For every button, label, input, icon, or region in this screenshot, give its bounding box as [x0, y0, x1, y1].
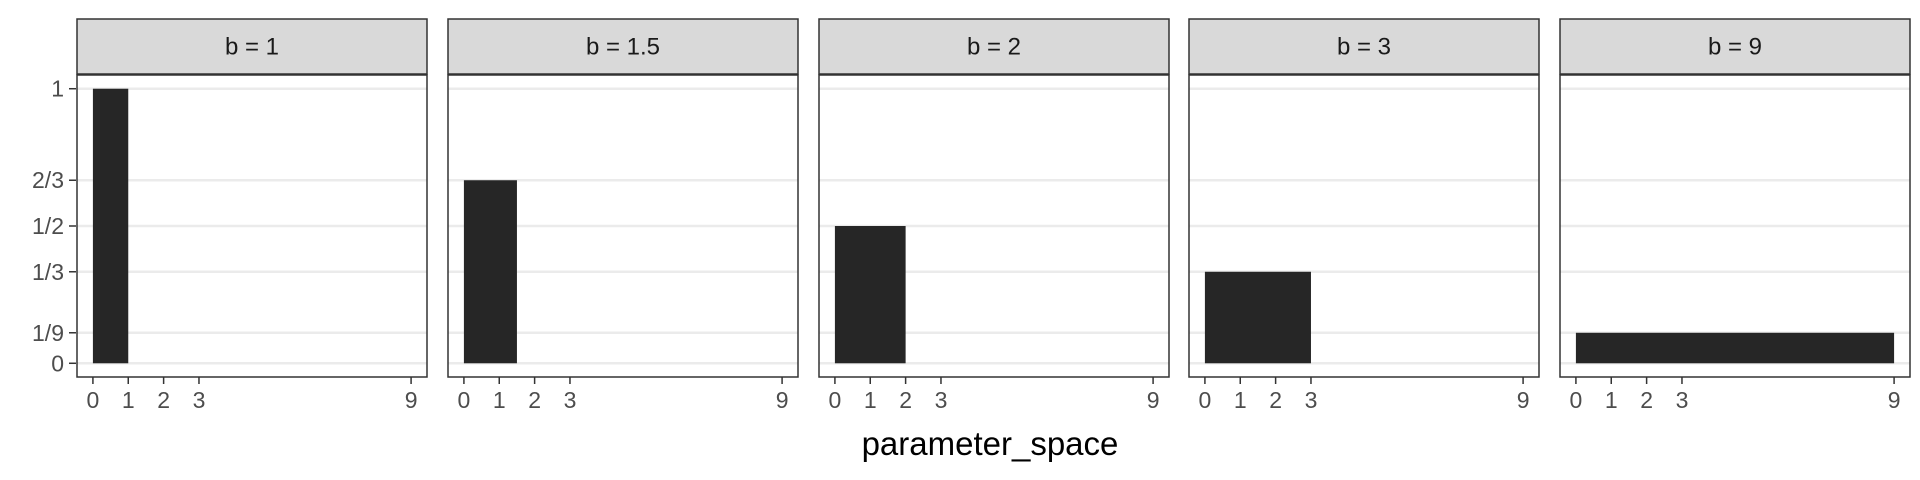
facet-panel-border	[76, 74, 428, 378]
y-tick-label: 2/3	[32, 167, 64, 193]
facet-strip	[1188, 18, 1540, 75]
x-tick-label: 3	[1305, 387, 1318, 413]
x-tick-label: 1	[122, 387, 135, 413]
y-tick-label: 1/2	[32, 213, 64, 239]
x-tick-label: 9	[776, 387, 789, 413]
facet-strip	[447, 18, 799, 75]
x-tick-label: 2	[157, 387, 170, 413]
x-tick-label: 1	[493, 387, 506, 413]
x-tick-label: 1	[864, 387, 877, 413]
bar	[1575, 332, 1895, 364]
x-tick-label: 9	[405, 387, 418, 413]
x-tick-label: 2	[899, 387, 912, 413]
facet-strip	[76, 18, 428, 75]
facet-panel-border	[1188, 74, 1540, 378]
y-tick-label: 1	[51, 76, 64, 102]
x-axis-title: parameter_space	[862, 425, 1119, 462]
x-tick-label: 3	[1676, 387, 1689, 413]
bar	[834, 226, 906, 364]
x-tick-label: 1	[1605, 387, 1618, 413]
bar	[463, 180, 517, 364]
facet-strip-label: b = 1	[225, 34, 279, 61]
bar	[92, 88, 129, 364]
facet-strip-label: b = 3	[1337, 34, 1391, 61]
facet-strip	[1559, 18, 1911, 75]
y-tick-label: 0	[51, 350, 64, 376]
x-tick-label: 3	[935, 387, 948, 413]
x-tick-label: 9	[1888, 387, 1901, 413]
facet-panel-border	[447, 74, 799, 378]
y-tick-label: 1/9	[32, 320, 64, 346]
facet-strip-label: b = 2	[967, 34, 1021, 61]
x-tick-label: 2	[1640, 387, 1653, 413]
x-tick-label: 9	[1517, 387, 1530, 413]
x-tick-label: 0	[87, 387, 100, 413]
x-tick-label: 3	[564, 387, 577, 413]
x-tick-label: 9	[1147, 387, 1160, 413]
x-tick-label: 0	[1570, 387, 1583, 413]
facet-strip	[818, 18, 1170, 75]
x-tick-label: 0	[1199, 387, 1212, 413]
x-tick-label: 2	[528, 387, 541, 413]
x-tick-label: 3	[193, 387, 206, 413]
x-tick-label: 0	[829, 387, 842, 413]
x-tick-label: 1	[1234, 387, 1247, 413]
facet-strip-label: b = 9	[1708, 34, 1762, 61]
x-tick-label: 0	[458, 387, 471, 413]
y-tick-label: 1/3	[32, 259, 64, 285]
bar	[1204, 271, 1311, 364]
facet-panel-border	[1559, 74, 1911, 378]
facet-strip-label: b = 1.5	[586, 34, 660, 61]
x-tick-label: 2	[1269, 387, 1282, 413]
facet-panel-border	[818, 74, 1170, 378]
